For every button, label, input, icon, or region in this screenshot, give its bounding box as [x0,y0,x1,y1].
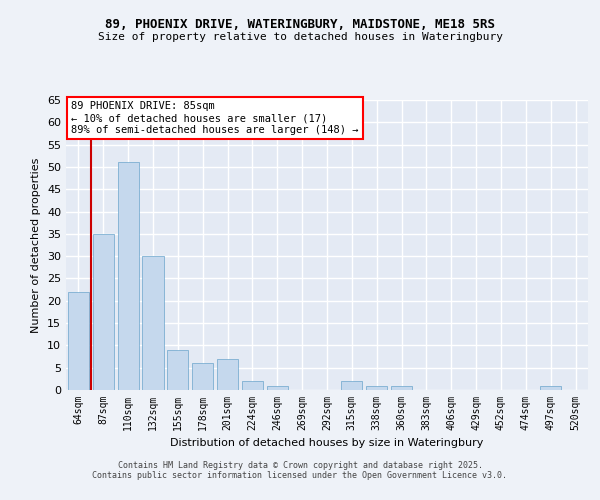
Text: 89 PHOENIX DRIVE: 85sqm
← 10% of detached houses are smaller (17)
89% of semi-de: 89 PHOENIX DRIVE: 85sqm ← 10% of detache… [71,102,359,134]
X-axis label: Distribution of detached houses by size in Wateringbury: Distribution of detached houses by size … [170,438,484,448]
Bar [391,386,412,390]
Text: 89, PHOENIX DRIVE, WATERINGBURY, MAIDSTONE, ME18 5RS: 89, PHOENIX DRIVE, WATERINGBURY, MAIDSTO… [105,18,495,30]
Bar [167,350,188,390]
Bar [217,359,238,390]
Bar [142,256,164,390]
Bar [93,234,114,390]
Bar [192,363,213,390]
Bar [540,386,561,390]
Bar [242,381,263,390]
Text: Contains HM Land Registry data © Crown copyright and database right 2025.
Contai: Contains HM Land Registry data © Crown c… [92,460,508,480]
Bar [267,386,288,390]
Text: Size of property relative to detached houses in Wateringbury: Size of property relative to detached ho… [97,32,503,42]
Bar [118,162,139,390]
Y-axis label: Number of detached properties: Number of detached properties [31,158,41,332]
Bar [341,381,362,390]
Bar [68,292,89,390]
Bar [366,386,387,390]
